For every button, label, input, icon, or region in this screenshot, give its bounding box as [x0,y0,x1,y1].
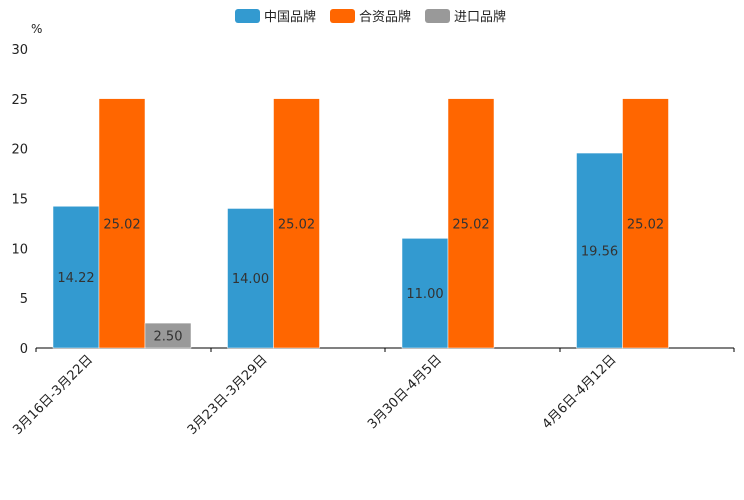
y-axis-unit: % [31,22,42,36]
y-tick-label-6: 30 [11,43,28,58]
legend-label-1: 合资品牌 [359,9,411,25]
legend-swatch-1 [330,9,355,23]
bar-0-0 [52,206,100,349]
data-label-0-0: 14.22 [57,271,94,286]
x-category-label-3: 4月6日-4月12日 [540,352,620,432]
legend-swatch-0 [235,9,260,23]
bar-2-0 [144,322,192,349]
bar-1-1 [273,98,320,349]
data-label-1-0: 25.02 [103,217,140,232]
y-tick-label-3: 15 [11,193,28,208]
bar-1-2 [447,98,495,349]
data-label-1-1: 25.02 [278,217,315,232]
legend-swatch-2 [425,9,450,23]
data-label-0-1: 14.00 [232,272,269,287]
data-label-0-3: 19.56 [581,245,618,260]
y-tick-label-0: 0 [20,342,28,357]
legend-label-2: 进口品牌 [454,9,506,25]
data-label-2-0: 2.50 [154,330,183,345]
y-tick-label-4: 20 [11,143,28,158]
bar-0-2 [401,238,449,349]
x-category-label-1: 3月23日-3月29日 [185,352,271,438]
legend-label-0: 中国品牌 [264,9,316,25]
y-tick-label-5: 25 [11,93,28,108]
bar-1-3 [622,98,669,349]
data-label-1-3: 25.02 [627,217,664,232]
x-category-label-0: 3月16日-3月22日 [10,352,96,438]
bar-0-3 [576,152,623,349]
bar-1-0 [98,98,146,349]
x-category-label-2: 3月30日-4月5日 [365,352,445,432]
y-tick-label-1: 5 [20,292,28,307]
data-label-0-2: 11.00 [406,287,443,302]
y-tick-label-2: 10 [11,242,28,257]
data-label-1-2: 25.02 [452,217,489,232]
